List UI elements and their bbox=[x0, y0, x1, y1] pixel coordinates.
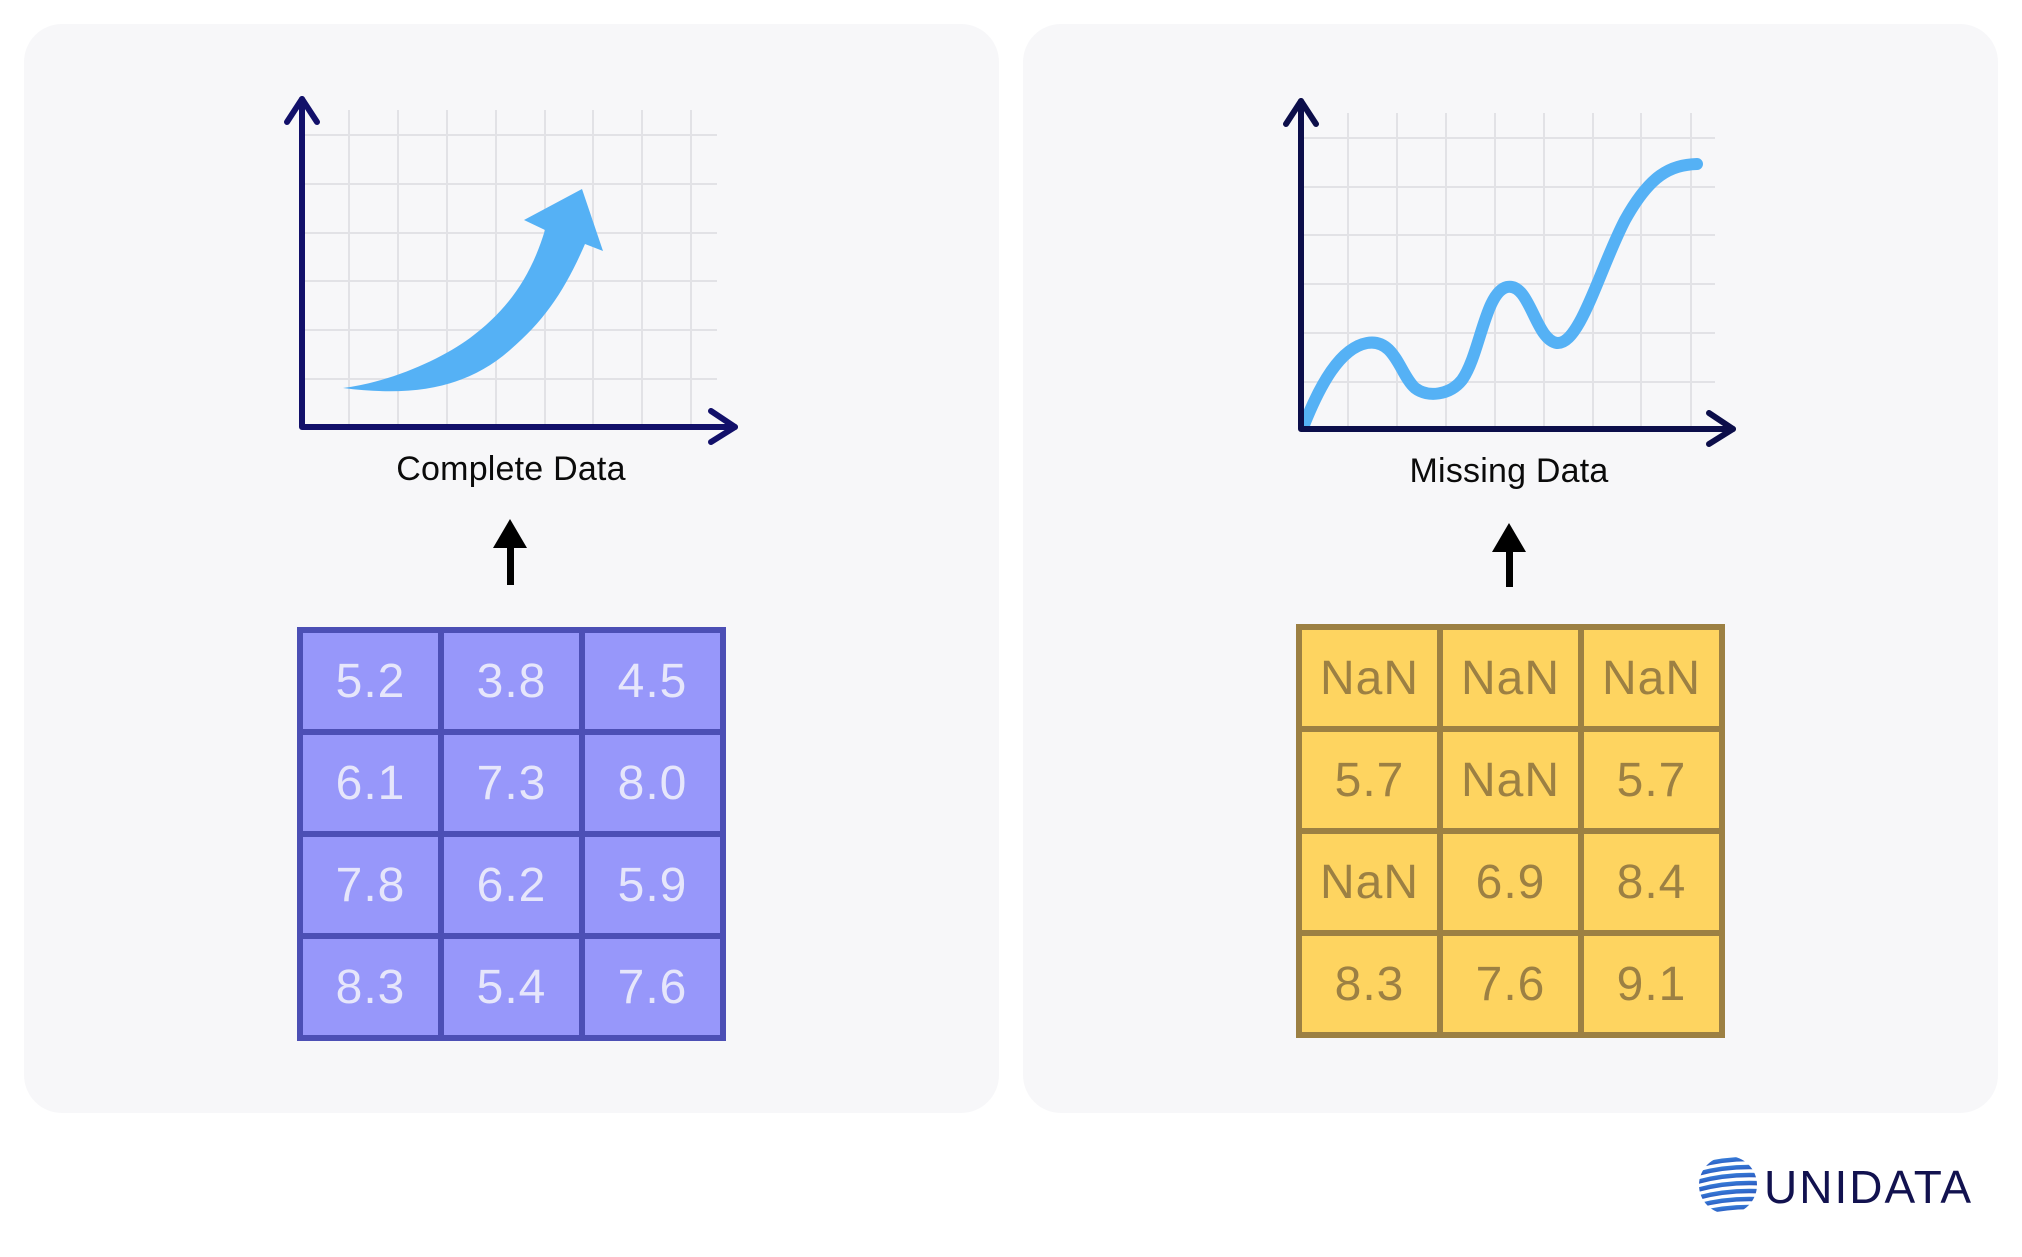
table-cell: 7.3 bbox=[444, 735, 579, 831]
complete-data-table: 5.2 3.8 4.5 6.1 7.3 8.0 7.8 6.2 5.9 8.3 … bbox=[297, 627, 726, 1041]
table-cell: 8.3 bbox=[303, 939, 438, 1035]
table-cell: 5.4 bbox=[444, 939, 579, 1035]
table-cell: 4.5 bbox=[585, 633, 720, 729]
table-cell: 8.4 bbox=[1584, 834, 1719, 930]
globe-icon bbox=[1699, 1156, 1757, 1214]
table-cell: NaN bbox=[1302, 630, 1437, 726]
up-arrow-icon-right bbox=[1492, 523, 1526, 587]
missing-data-table: NaN NaN NaN 5.7 NaN 5.7 NaN 6.9 8.4 8.3 … bbox=[1296, 624, 1725, 1038]
grid bbox=[1304, 113, 1715, 429]
table-cell: 8.0 bbox=[585, 735, 720, 831]
table-cell: 5.9 bbox=[585, 837, 720, 933]
table-cell: 7.8 bbox=[303, 837, 438, 933]
table-cell: 6.2 bbox=[444, 837, 579, 933]
growth-arrow-icon bbox=[343, 189, 603, 392]
table-cell: 3.8 bbox=[444, 633, 579, 729]
table-cell: NaN bbox=[1443, 630, 1578, 726]
complete-data-chart bbox=[284, 96, 738, 445]
table-cell: 6.9 bbox=[1443, 834, 1578, 930]
table-cell: 5.2 bbox=[303, 633, 438, 729]
missing-data-chart bbox=[1283, 98, 1736, 447]
complete-data-label: Complete Data bbox=[396, 450, 626, 488]
table-cell: NaN bbox=[1443, 732, 1578, 828]
up-arrow-icon-left bbox=[493, 519, 527, 585]
table-cell: 9.1 bbox=[1584, 936, 1719, 1032]
wave-line bbox=[1298, 158, 1703, 431]
table-cell: 5.7 bbox=[1584, 732, 1719, 828]
table-cell: 7.6 bbox=[585, 939, 720, 1035]
table-cell: 5.7 bbox=[1302, 732, 1437, 828]
table-cell: NaN bbox=[1584, 630, 1719, 726]
missing-data-label: Missing Data bbox=[1409, 452, 1609, 490]
table-cell: 6.1 bbox=[303, 735, 438, 831]
table-cell: 7.6 bbox=[1443, 936, 1578, 1032]
table-cell: 8.3 bbox=[1302, 936, 1437, 1032]
axes bbox=[284, 96, 738, 445]
brand-logo-text: UNIDATA bbox=[1764, 1161, 1974, 1213]
table-cell: NaN bbox=[1302, 834, 1437, 930]
axes bbox=[1283, 98, 1736, 447]
grid bbox=[305, 110, 717, 427]
